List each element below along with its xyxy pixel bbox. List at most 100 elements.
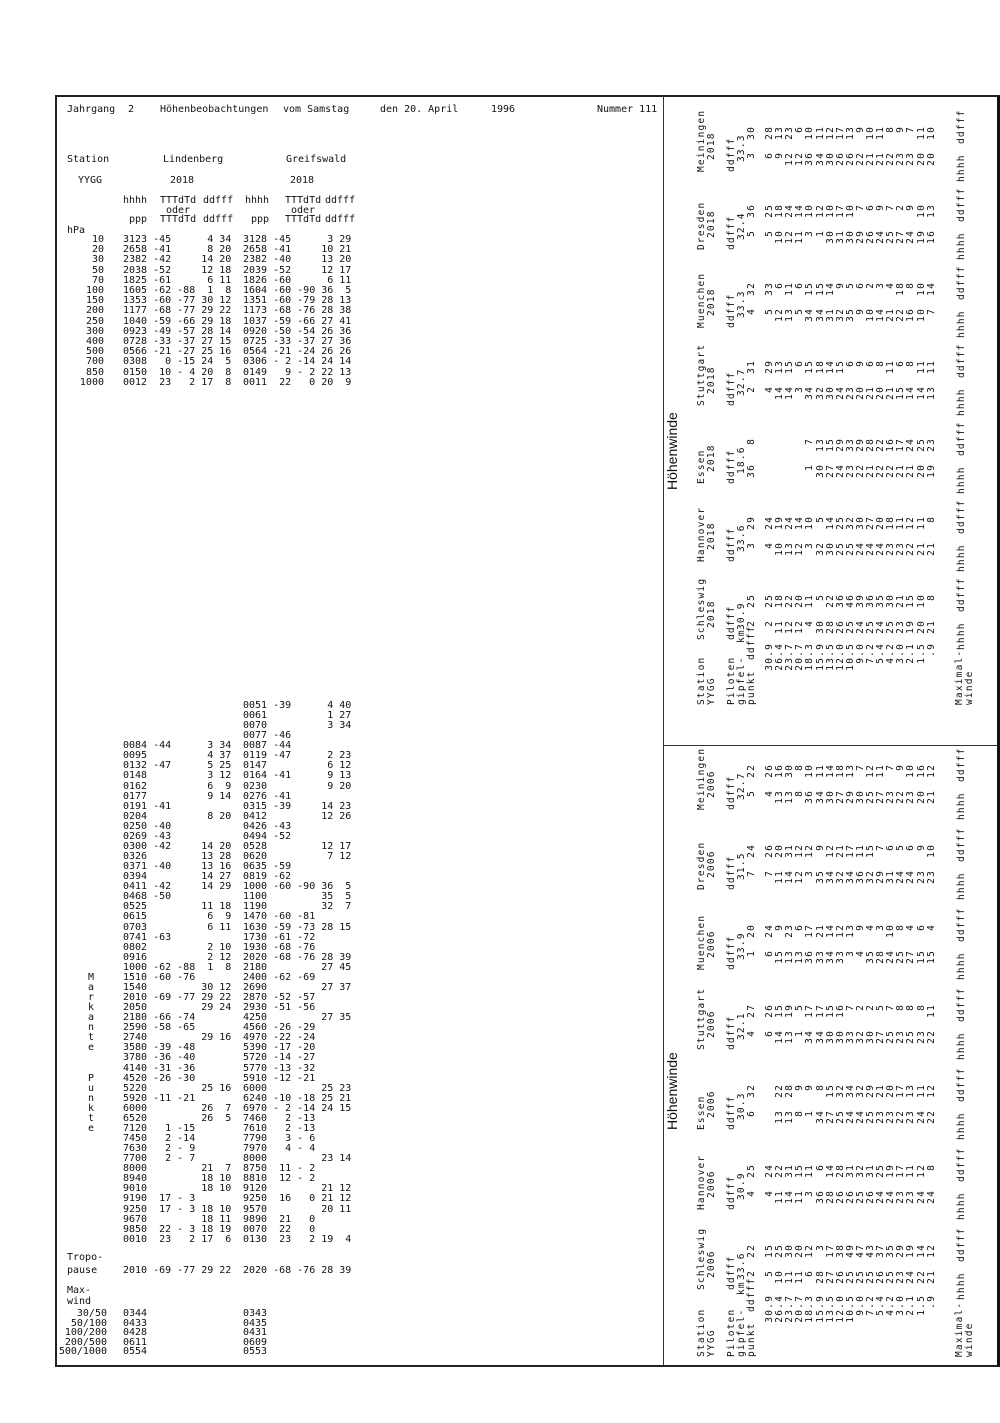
height-cell: 0412 bbox=[243, 810, 268, 822]
wind-speed-cell: 28 bbox=[219, 851, 232, 863]
height-cell: 0095 bbox=[123, 750, 148, 762]
wind-direction: 3 bbox=[804, 230, 816, 237]
wind-speed: 11 bbox=[814, 126, 826, 140]
station-values: 6240 -10 -18 25 21 bbox=[243, 1093, 351, 1105]
dewpoint-cell: -15 bbox=[177, 356, 196, 368]
station-values: 1825 -61 6 11 bbox=[123, 275, 231, 287]
col-head-ddfff: ddfff bbox=[203, 195, 234, 206]
station-values: 7610 2 -13 bbox=[243, 1123, 351, 1135]
maxwind-greifswald: 0431 bbox=[243, 1327, 268, 1339]
wind-direction: 24 bbox=[905, 1270, 917, 1284]
wind-speed-cell: 45 bbox=[339, 961, 352, 973]
wind-speed-cell: 12 bbox=[339, 1183, 352, 1195]
jahrgang-value: 2 bbox=[128, 104, 135, 115]
wind-direction-cell: 8 bbox=[207, 244, 214, 256]
height-cell: 7460 bbox=[243, 1112, 268, 1124]
station-values: 1930 -68 -76 bbox=[243, 942, 351, 954]
station-values: 0130 23 2 19 4 bbox=[243, 1234, 351, 1246]
wind-station-yygg: 2006 bbox=[706, 1010, 717, 1038]
point-row: P 4520 -26 -30 5910 -12 -21 bbox=[0, 1073, 400, 1085]
wind-speed: 12 bbox=[814, 204, 826, 218]
height-cell: 0525 bbox=[123, 901, 148, 913]
hpa-level: 400 bbox=[85, 336, 104, 347]
gipfel-wind-direction: 36 bbox=[746, 464, 757, 478]
point-row: k 2050 29 24 2930 -51 -56 bbox=[0, 1002, 400, 1014]
station-values: 0741 -63 bbox=[123, 932, 231, 944]
wind-speed: 8 bbox=[814, 1084, 826, 1091]
wind-speed-cell: 34 bbox=[219, 234, 232, 245]
point-row: 0326 13 28 0620 7 12 bbox=[0, 851, 400, 863]
wind-speed-cell: 12 bbox=[219, 951, 232, 963]
wind-speed: 11 bbox=[905, 1164, 917, 1178]
wind-speed-cell: 7 bbox=[225, 1102, 232, 1114]
station-values: 8000 23 14 bbox=[243, 1153, 351, 1165]
wind-direction-cell: 29 bbox=[201, 305, 214, 317]
temperature-cell: -45 bbox=[153, 234, 172, 245]
temperature-cell: 11 bbox=[279, 1163, 292, 1175]
temperature-cell: 12 bbox=[279, 1173, 292, 1185]
wind-direction-cell: 13 bbox=[201, 861, 214, 873]
wind-direction: 30 bbox=[814, 464, 826, 478]
dewpoint-cell: 0 bbox=[309, 1213, 316, 1225]
wind-direction: 23 bbox=[905, 1110, 917, 1124]
wind-direction: 22 bbox=[925, 1030, 937, 1044]
wind-speed-cell: 11 bbox=[339, 274, 352, 286]
height-cell: 9570 bbox=[243, 1203, 268, 1215]
height-cell: 0371 bbox=[123, 861, 148, 873]
wind-direction-cell: 20 bbox=[201, 366, 214, 378]
temperature-cell: -60 bbox=[273, 274, 292, 286]
punkt-label: punkt bbox=[746, 1322, 757, 1357]
height-cell: 0010 bbox=[123, 1233, 148, 1245]
dewpoint-cell: -88 bbox=[177, 285, 196, 296]
height-cell: 0635 bbox=[243, 861, 268, 873]
height-km: .9 bbox=[925, 643, 937, 657]
station-name-greifswald: Greifswald bbox=[286, 154, 347, 165]
wind-speed-cell: 11 bbox=[339, 1203, 352, 1215]
wind-speed: 8 bbox=[925, 594, 937, 601]
height-cell: 2050 bbox=[123, 1002, 148, 1014]
temperature-cell: -13 bbox=[273, 1062, 292, 1074]
height-cell: 9890 bbox=[243, 1213, 268, 1225]
wind-station-yygg: 2006 bbox=[706, 1090, 717, 1118]
hpa-level: 20 bbox=[91, 244, 104, 256]
wind-direction-cell: 28 bbox=[321, 951, 334, 963]
temperature-cell: -41 bbox=[153, 244, 172, 256]
dewpoint-cell: -77 bbox=[177, 305, 196, 317]
hoehenwinde-title-top: Höhenwinde bbox=[664, 412, 680, 490]
temperature-cell: -59 bbox=[153, 315, 172, 327]
wind-direction: 1 bbox=[804, 464, 816, 471]
markante-punkte-letter: r bbox=[88, 992, 95, 1004]
wind-speed: 5 bbox=[814, 594, 826, 601]
temperature-cell: -41 bbox=[273, 770, 292, 782]
wind-speed: 11 bbox=[804, 1164, 816, 1178]
point-row: 7700 2 - 7 8000 23 14 bbox=[0, 1153, 400, 1165]
station-values: 2870 -52 -57 bbox=[243, 992, 351, 1004]
winde-label: winde bbox=[964, 1322, 975, 1357]
dewpoint-cell: 2 bbox=[189, 376, 196, 388]
markante-punkte-letter: k bbox=[88, 1002, 95, 1014]
height-cell: 0566 bbox=[123, 346, 148, 358]
height-cell: 0070 bbox=[243, 720, 268, 732]
temperature-cell: -52 bbox=[273, 830, 292, 842]
station-values: 0525 11 18 bbox=[123, 901, 231, 913]
wind-speed-cell: 22 bbox=[219, 1265, 232, 1276]
wind-speed-cell: 27 bbox=[339, 710, 352, 722]
temperature-cell: -59 bbox=[273, 921, 292, 933]
level-row: 30 2382 -42 14 20 2382 -40 13 20 bbox=[0, 254, 400, 266]
maxwind-lindenberg: 0433 bbox=[123, 1317, 148, 1329]
wind-speed: 13 bbox=[925, 204, 937, 218]
temperature-cell: -60 bbox=[273, 285, 292, 296]
wind-station-yygg: 2006 bbox=[706, 850, 717, 878]
station-values: 0528 12 17 bbox=[243, 841, 351, 853]
height-cell: 1037 bbox=[243, 315, 268, 327]
height-cell: 3128 bbox=[243, 234, 268, 245]
wind-direction-cell: 18 bbox=[201, 1213, 214, 1225]
height-km: 15.9 bbox=[814, 643, 826, 671]
wind-speed-cell: 9 bbox=[225, 911, 232, 923]
jahrgang-label: Jahrgang bbox=[67, 104, 116, 115]
height-cell: 9850 bbox=[123, 1223, 148, 1235]
point-row: 0741 -63 1730 -61 -72 bbox=[0, 932, 400, 944]
wind-speed: 10 bbox=[925, 844, 937, 858]
wind-speed: 5 bbox=[814, 516, 826, 523]
gipfel-wind-direction: 5 bbox=[746, 790, 757, 797]
